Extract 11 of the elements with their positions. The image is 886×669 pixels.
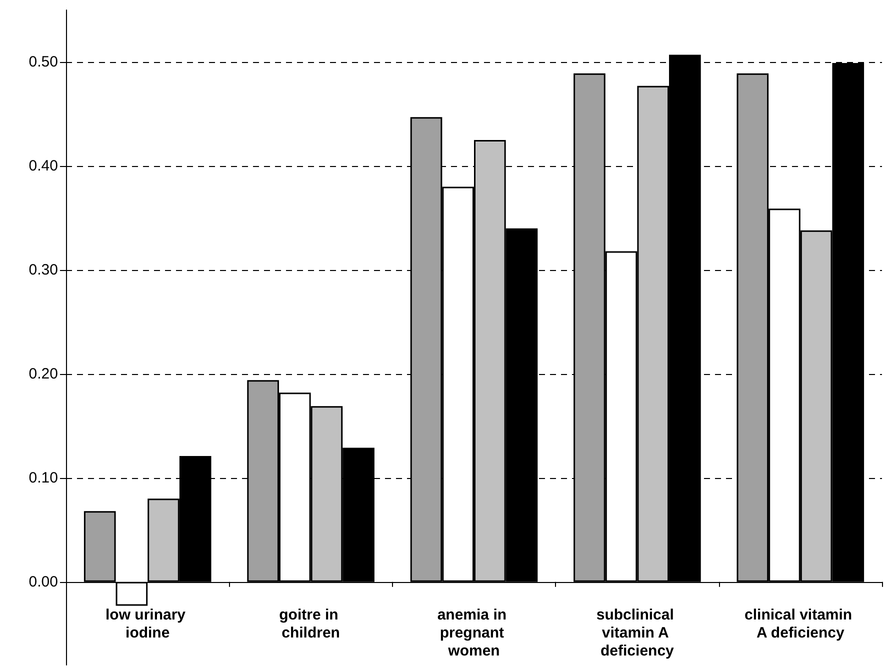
x-tick-label: clinical vitamin A deficiency [744, 606, 856, 642]
y-tick-label: 0.40 [28, 157, 58, 174]
x-tick-label: goitre in children [279, 606, 342, 642]
x-tick-label: subclinical vitamin A deficiency [596, 606, 678, 660]
x-tick-label: anemia in pregnant women [437, 606, 511, 660]
y-tick-label: 0.20 [28, 365, 58, 382]
y-tick-label: 0.50 [28, 53, 58, 70]
x-tick-label: low urinary iodine [106, 606, 190, 642]
y-tick-label: 0.00 [28, 573, 58, 590]
y-tick-label: 0.10 [28, 469, 58, 486]
y-tick-label: 0.30 [28, 261, 58, 278]
